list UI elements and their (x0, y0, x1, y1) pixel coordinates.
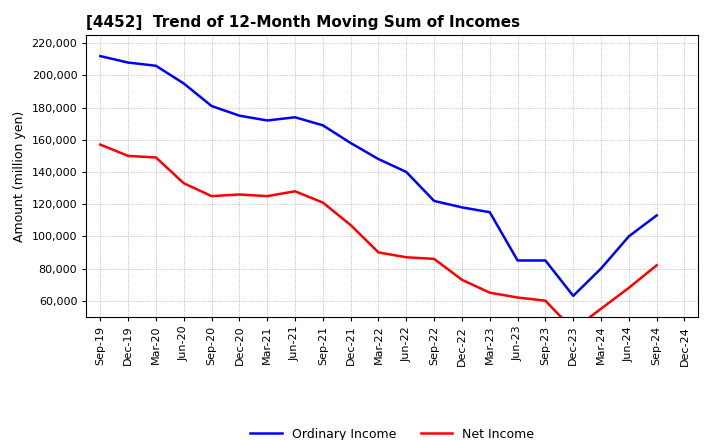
Ordinary Income (652, 213, 661, 218)
Net Income (402, 255, 410, 260)
Ordinary Income (235, 113, 243, 118)
Ordinary Income (485, 209, 494, 215)
Ordinary Income (597, 266, 606, 271)
Ordinary Income (430, 198, 438, 204)
Ordinary Income (513, 258, 522, 263)
Y-axis label: Amount (million yen): Amount (million yen) (13, 110, 26, 242)
Ordinary Income (402, 169, 410, 175)
Net Income (569, 327, 577, 332)
Net Income (597, 306, 606, 312)
Ordinary Income (624, 234, 633, 239)
Net Income (124, 153, 132, 158)
Net Income (235, 192, 243, 197)
Ordinary Income (124, 60, 132, 65)
Net Income (374, 250, 383, 255)
Ordinary Income (458, 205, 467, 210)
Line: Net Income: Net Income (100, 145, 657, 330)
Net Income (263, 194, 271, 199)
Net Income (207, 194, 216, 199)
Net Income (318, 200, 327, 205)
Net Income (179, 180, 188, 186)
Ordinary Income (152, 63, 161, 68)
Ordinary Income (374, 157, 383, 162)
Net Income (485, 290, 494, 295)
Line: Ordinary Income: Ordinary Income (100, 56, 657, 296)
Ordinary Income (318, 123, 327, 128)
Net Income (346, 223, 355, 228)
Net Income (152, 155, 161, 160)
Text: [4452]  Trend of 12-Month Moving Sum of Incomes: [4452] Trend of 12-Month Moving Sum of I… (86, 15, 521, 30)
Ordinary Income (569, 293, 577, 298)
Net Income (291, 189, 300, 194)
Ordinary Income (207, 103, 216, 109)
Legend: Ordinary Income, Net Income: Ordinary Income, Net Income (246, 423, 539, 440)
Net Income (458, 277, 467, 282)
Net Income (96, 142, 104, 147)
Ordinary Income (263, 118, 271, 123)
Net Income (430, 256, 438, 261)
Ordinary Income (541, 258, 550, 263)
Net Income (513, 295, 522, 300)
Ordinary Income (179, 81, 188, 86)
Ordinary Income (96, 54, 104, 59)
Net Income (541, 298, 550, 303)
Net Income (624, 285, 633, 290)
Net Income (652, 263, 661, 268)
Ordinary Income (291, 115, 300, 120)
Ordinary Income (346, 140, 355, 146)
